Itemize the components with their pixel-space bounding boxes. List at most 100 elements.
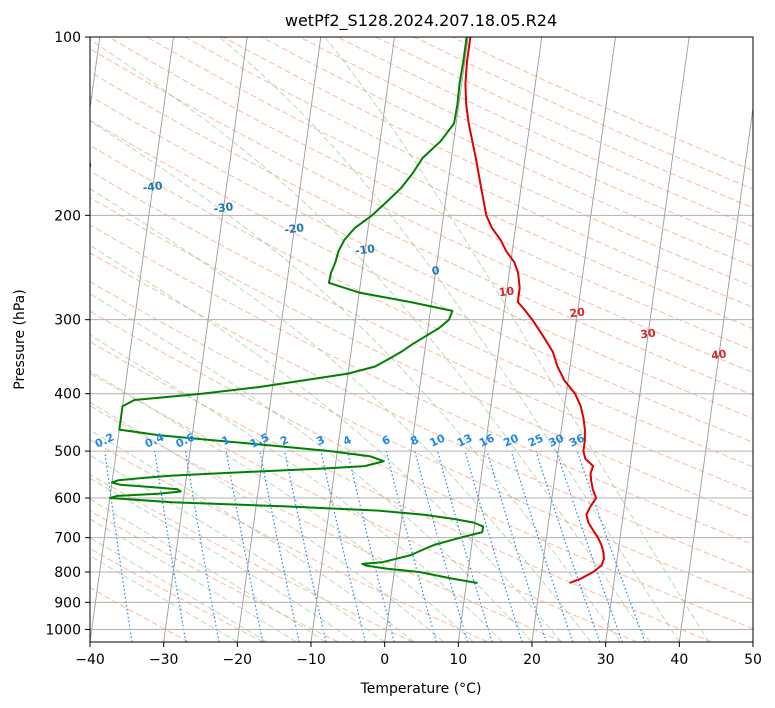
isotherms [90,37,753,642]
isotherm-line [310,37,395,642]
dry-adiabat-line [90,224,753,545]
y-tick-label: 500 [54,444,81,460]
y-axis-ticks: 100 200 300 400 500 600 700 800 900 1000 [45,30,90,638]
y-tick-label: 800 [54,565,81,581]
mixing-ratio-line [486,450,547,642]
moist-adiabat-line [90,244,562,642]
mixing-ratio-line [320,450,366,642]
dry-adiabat-line [90,310,753,630]
x-tick-label: 20 [523,652,541,668]
x-tick-label: −40 [75,652,105,668]
isotherm-line [236,37,322,642]
isotherm-label: 0 [431,264,441,278]
x-tick-label: −20 [223,652,253,668]
dry-adiabat-line [90,170,753,493]
mixing-ratio-line [385,450,437,642]
dry-adiabat-line [90,252,753,573]
dry-adiabat-line [90,372,638,642]
y-tick-label: 400 [54,387,81,403]
mixing-ratio-label: 20 [501,431,521,449]
moist-adiabat-line [90,477,356,642]
moist-adiabat-line [90,188,592,642]
dry-adiabat-line [337,37,753,228]
moist-adiabat-line [90,293,533,642]
dry-adiabat-line [90,196,753,519]
isotherm-line [90,37,101,112]
mixing-ratio-line [414,450,469,642]
moist-adiabat-line [90,498,326,642]
isotherm-line [457,37,543,642]
isotherm-label: 20 [569,305,586,320]
dry-adiabat-line [90,95,753,420]
mixing-ratio-line [555,450,623,642]
y-tick-label: 300 [54,313,81,329]
dry-adiabat-line [90,71,753,396]
temperature-profile-line [464,37,605,584]
dry-adiabat-line [90,510,339,642]
moist-adiabat-line [90,518,297,642]
dry-adiabat-line [184,37,753,308]
isotherm-line [678,104,753,642]
dry-adiabats [90,37,753,642]
isotherm-line [163,37,248,642]
isotherm-label: -60 [0,137,22,153]
mixing-ratio-line [259,450,300,642]
x-tick-label: −10 [296,652,326,668]
dry-adiabat-line [375,37,753,209]
y-tick-label: 600 [54,491,81,507]
y-axis-title: Pressure (hPa) [12,289,28,389]
x-tick-label: −30 [149,652,179,668]
plot-area: -100-90-80-70-60-50-40-30-20-10010203040… [0,37,753,642]
mixing-ratio-label: 13 [455,432,474,450]
dry-adiabat-line [90,48,753,373]
mixing-ratio-line [437,450,493,642]
dry-adiabat-line [90,547,264,642]
isotherm-line [531,37,616,642]
mixing-ratio-label: 3 [314,433,326,448]
mixing-ratio-label: 30 [547,431,567,449]
mixing-ratio-line [225,450,264,642]
plot-frame [89,36,754,643]
mixing-ratio-label: 0.6 [174,430,197,450]
isotherm-label: -20 [283,221,305,237]
mixing-ratio-line [535,450,601,642]
mixing-ratio-label: 8 [408,433,420,448]
mixing-ratio-label: 6 [380,433,393,448]
mixing-ratio-label: 10 [428,431,448,449]
mixing-ratio-label: 16 [477,431,497,449]
isotherm-label: 10 [498,284,515,299]
dry-adiabat-line [90,280,753,601]
dry-adiabat-line [90,144,753,468]
mixing-ratio-label: 4 [341,433,354,448]
y-tick-label: 1000 [45,622,81,638]
dewpoint-profile-line [108,37,485,584]
y-tick-label: 900 [54,595,81,611]
mixing-ratio-label: 36 [567,431,587,449]
isotherm-label: -30 [213,200,235,216]
y-tick-label: 700 [54,531,81,547]
dry-adiabat-line [108,37,753,351]
x-tick-label: 0 [380,652,389,668]
dry-adiabat-line [90,119,753,443]
isotherm-line [90,37,174,642]
mixing-ratio-line [464,450,523,642]
moist-adiabat-line [90,38,651,642]
mixing-ratio-line [576,450,646,642]
dry-adiabat-line [90,341,712,642]
mixing-ratio-line [184,450,220,642]
dry-adiabat-line [146,37,753,330]
y-tick-label: 200 [54,208,81,224]
mixing-ratio-line [154,451,187,642]
dry-adiabat-line [90,474,414,642]
mixing-ratio-lines [104,450,646,642]
isotherm-label: 40 [710,347,727,362]
x-axis-title: Temperature (°C) [360,681,482,697]
dry-adiabat-line [261,37,753,267]
moist-adiabat-line [324,37,710,642]
isotherm-label: -50 [71,158,93,174]
isotherm-line [384,37,469,642]
x-tick-label: 10 [449,652,467,668]
x-axis-ticks: −40 −30 −20 −10 0 10 20 30 40 50 [75,642,762,668]
isotherm-label: -10 [354,242,376,258]
chart-title: wetPf2_S128.2024.207.18.05.R24 [285,11,557,31]
